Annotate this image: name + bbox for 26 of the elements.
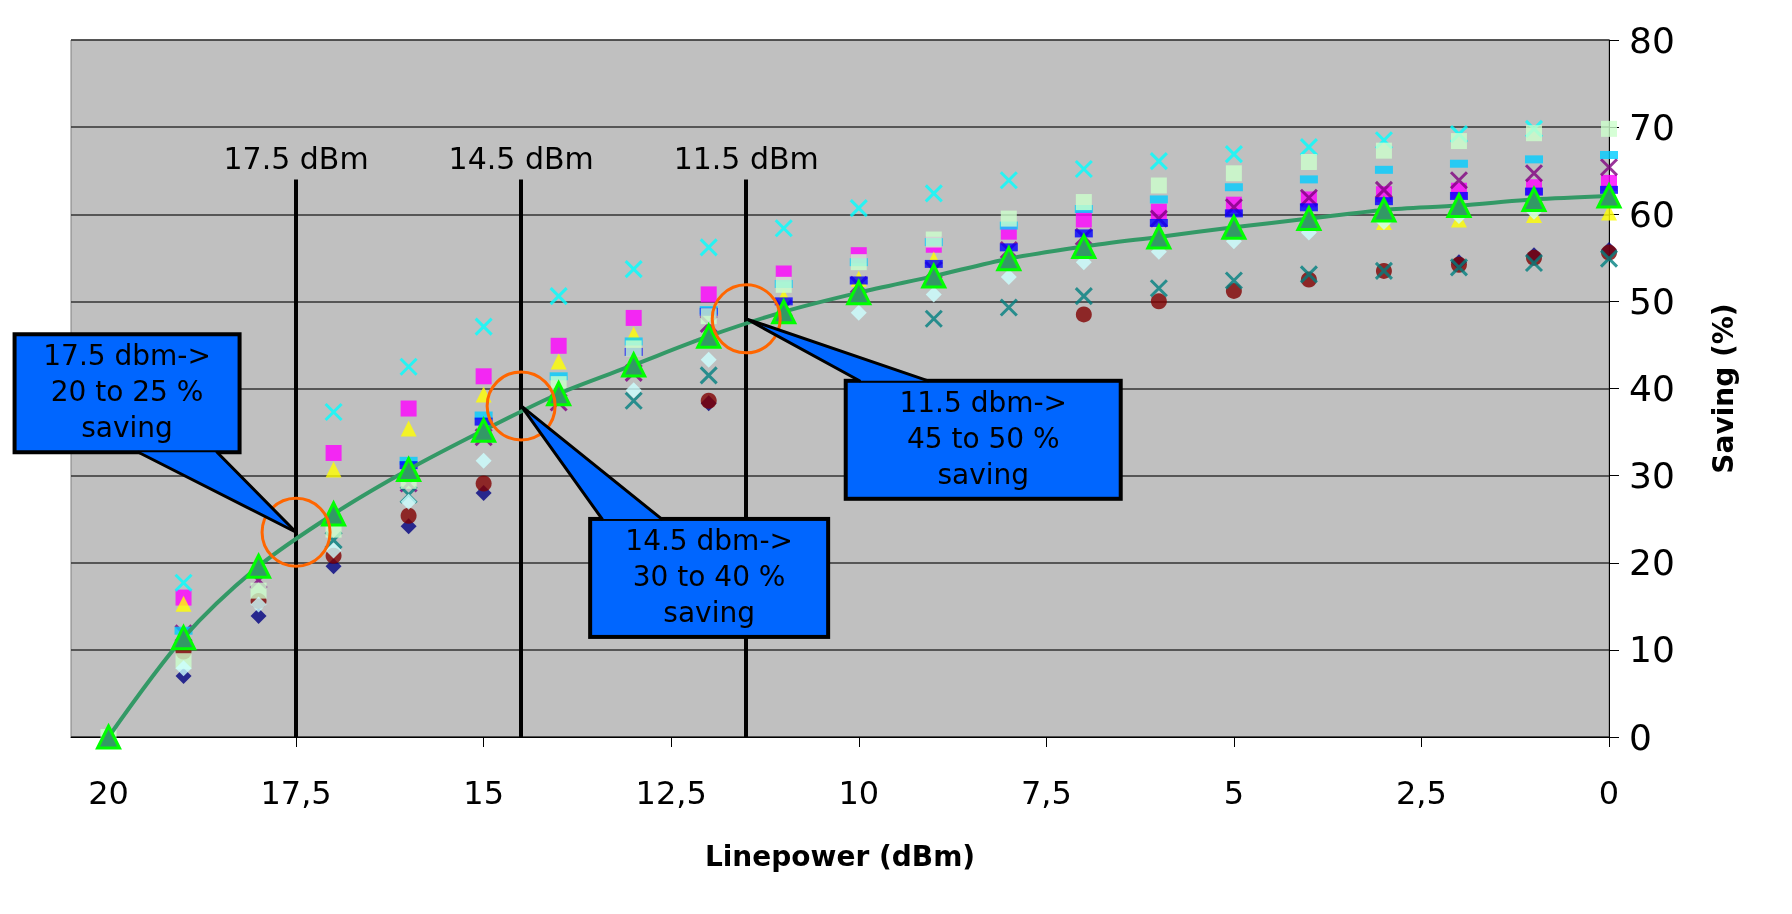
annotation: 11.5 dbm-> 45 to 50 % saving — [899, 385, 1068, 491]
y-axis-title: Saving (%) — [1706, 303, 1740, 474]
y-tick-label: 80 — [1629, 19, 1675, 61]
x-tick-label: 10 — [838, 774, 880, 812]
x-tick-label: 12,5 — [635, 774, 707, 812]
x-tick-label: 2,5 — [1395, 774, 1447, 812]
ref-line-label: 17.5 dBm — [223, 140, 369, 176]
annotation: 14.5 dbm-> 30 to 40 % saving — [625, 523, 793, 629]
y-tick-label: 10 — [1629, 629, 1675, 671]
y-tick-label: 30 — [1629, 455, 1675, 497]
annotation: 17.5 dbm-> 20 to 25 % saving — [43, 339, 211, 445]
y-tick-label: 0 — [1629, 716, 1652, 758]
x-tick-label: 20 — [88, 774, 129, 812]
x-tick-label: 0 — [1598, 774, 1620, 812]
x-tick-label: 7,5 — [1020, 774, 1072, 812]
y-tick-label: 40 — [1629, 368, 1675, 409]
ref-line-label: 14.5 dBm — [448, 140, 594, 176]
x-axis-title: Linepower (dBm) — [704, 839, 976, 873]
x-tick-label: 17,5 — [260, 774, 332, 812]
y-tick-label: 50 — [1629, 280, 1675, 322]
y-tick-label: 60 — [1629, 193, 1675, 235]
y-tick-label: 70 — [1629, 106, 1675, 148]
x-tick-label: 5 — [1223, 774, 1245, 812]
x-tick-label: 15 — [463, 774, 504, 812]
ref-line-label: 11.5 dBm — [673, 140, 819, 176]
y-tick-label: 20 — [1629, 542, 1675, 584]
